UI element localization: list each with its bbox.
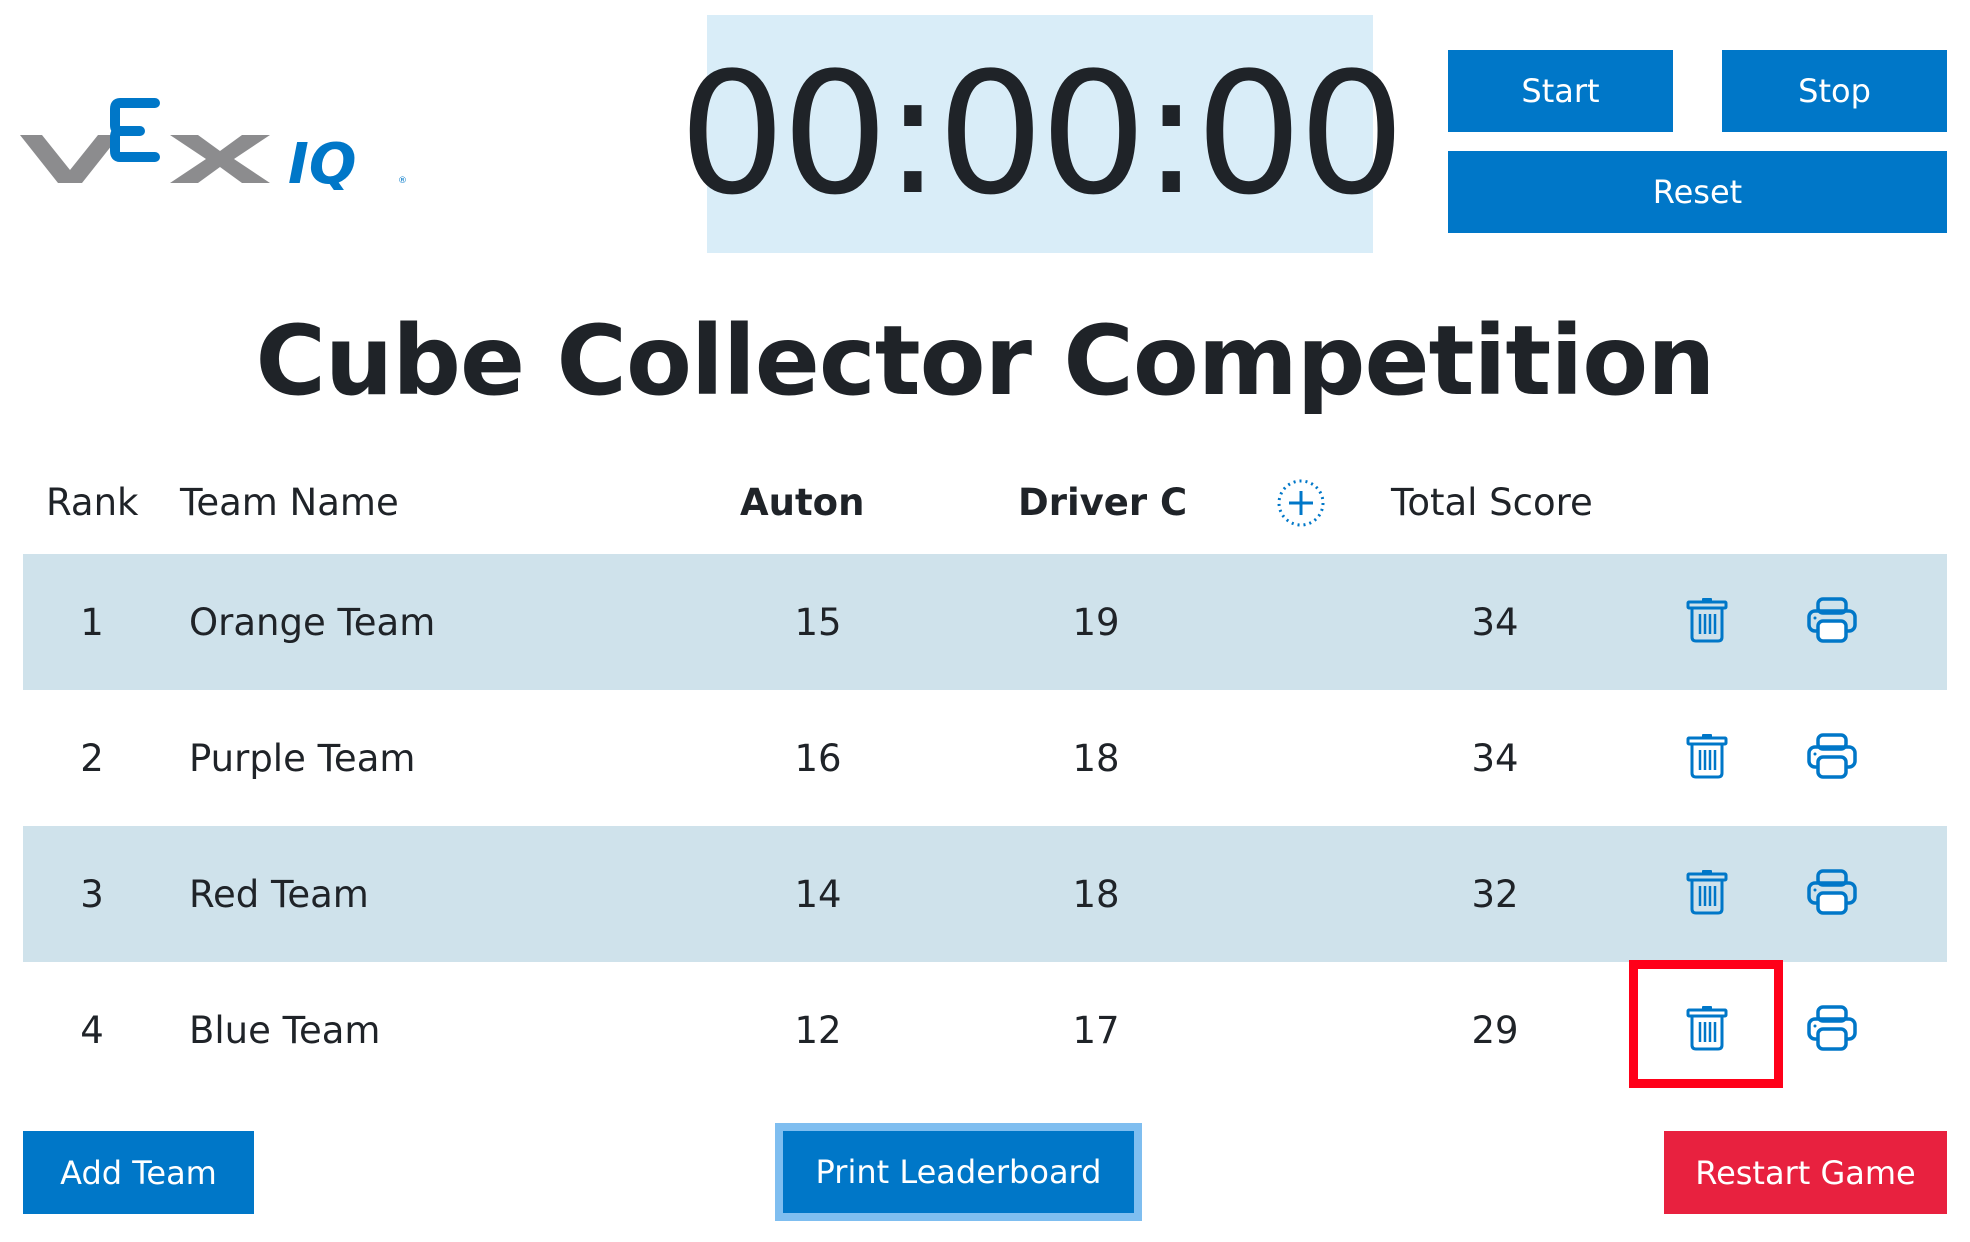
printer-icon[interactable] — [1807, 597, 1857, 647]
auton-cell: 16 — [794, 736, 842, 780]
header-auton: Auton — [740, 481, 865, 524]
table-row: 1 Orange Team 15 19 34 — [23, 554, 1947, 690]
vex-iq-logo: IQ ® — [20, 98, 407, 190]
total-score-cell: 29 — [1471, 1008, 1519, 1052]
team-name-cell: Orange Team — [189, 600, 436, 644]
printer-icon[interactable] — [1807, 1005, 1857, 1055]
driver-cell: 19 — [1072, 600, 1120, 644]
svg-text:IQ: IQ — [288, 132, 356, 190]
page-title: Cube Collector Competition — [255, 305, 1715, 417]
rank-cell: 3 — [80, 872, 104, 916]
table-row: 2 Purple Team 16 18 34 — [23, 690, 1947, 826]
total-score-cell: 34 — [1471, 600, 1519, 644]
printer-icon[interactable] — [1807, 733, 1857, 783]
svg-text:®: ® — [398, 176, 407, 186]
stop-button[interactable]: Stop — [1722, 50, 1947, 132]
header-rank: Rank — [46, 481, 139, 524]
driver-cell: 18 — [1072, 872, 1120, 916]
auton-cell: 15 — [794, 600, 842, 644]
rank-cell: 2 — [80, 736, 104, 780]
rank-cell: 1 — [80, 600, 104, 644]
header-team-name: Team Name — [180, 481, 399, 524]
highlight-box — [1629, 960, 1783, 1088]
print-leaderboard-button[interactable]: Print Leaderboard — [775, 1123, 1142, 1221]
add-team-button[interactable]: Add Team — [23, 1131, 254, 1214]
table-row: 3 Red Team 14 18 32 — [23, 826, 1947, 962]
auton-cell: 14 — [794, 872, 842, 916]
add-column-icon[interactable] — [1276, 478, 1326, 528]
header-total-score: Total Score — [1391, 481, 1593, 524]
rank-cell: 4 — [80, 1008, 104, 1052]
team-name-cell: Red Team — [189, 872, 369, 916]
table-row: 4 Blue Team 12 17 29 — [23, 962, 1947, 1098]
team-name-cell: Blue Team — [189, 1008, 381, 1052]
timer-display: 00:00:00 — [679, 15, 1405, 253]
header-driver: Driver C — [1018, 481, 1188, 524]
trash-icon[interactable] — [1686, 733, 1728, 783]
auton-cell: 12 — [794, 1008, 842, 1052]
trash-icon[interactable] — [1686, 1005, 1728, 1055]
restart-game-button[interactable]: Restart Game — [1664, 1131, 1947, 1214]
driver-cell: 17 — [1072, 1008, 1120, 1052]
driver-cell: 18 — [1072, 736, 1120, 780]
printer-icon[interactable] — [1807, 869, 1857, 919]
trash-icon[interactable] — [1686, 869, 1728, 919]
start-button[interactable]: Start — [1448, 50, 1673, 132]
trash-icon[interactable] — [1686, 597, 1728, 647]
reset-button[interactable]: Reset — [1448, 151, 1947, 233]
total-score-cell: 34 — [1471, 736, 1519, 780]
team-name-cell: Purple Team — [189, 736, 416, 780]
total-score-cell: 32 — [1471, 872, 1519, 916]
